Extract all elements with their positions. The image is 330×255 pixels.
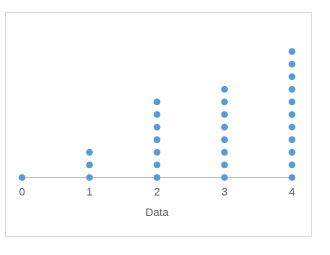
dot — [221, 161, 228, 169]
dot — [86, 148, 93, 156]
x-tick-label: 3 — [221, 186, 227, 198]
dot — [288, 73, 296, 81]
dot — [221, 98, 228, 106]
dot — [153, 123, 161, 131]
dot — [288, 111, 296, 118]
dot — [221, 123, 228, 131]
dot — [288, 174, 296, 181]
x-axis-label: Data — [145, 207, 169, 219]
dot — [221, 85, 228, 93]
x-tick-label: 4 — [289, 186, 295, 198]
dot — [153, 98, 161, 106]
x-tick-label: 0 — [19, 186, 25, 198]
dot — [153, 174, 161, 181]
dot — [221, 148, 228, 156]
dot — [221, 136, 228, 144]
dot — [153, 136, 161, 144]
dot — [288, 85, 296, 93]
dot — [153, 111, 161, 118]
dot — [153, 148, 161, 156]
dot — [221, 174, 228, 181]
dot — [288, 148, 296, 156]
dot — [86, 161, 93, 169]
x-tick-label: 1 — [86, 186, 92, 198]
dot — [288, 48, 296, 55]
dot — [288, 98, 296, 106]
dot — [288, 123, 296, 131]
dot — [86, 174, 93, 181]
dot — [221, 111, 228, 118]
dot — [153, 161, 161, 169]
dot — [288, 60, 296, 68]
dot — [288, 136, 296, 144]
dot — [18, 174, 26, 181]
x-tick-label: 2 — [154, 186, 160, 198]
dot — [288, 161, 296, 169]
